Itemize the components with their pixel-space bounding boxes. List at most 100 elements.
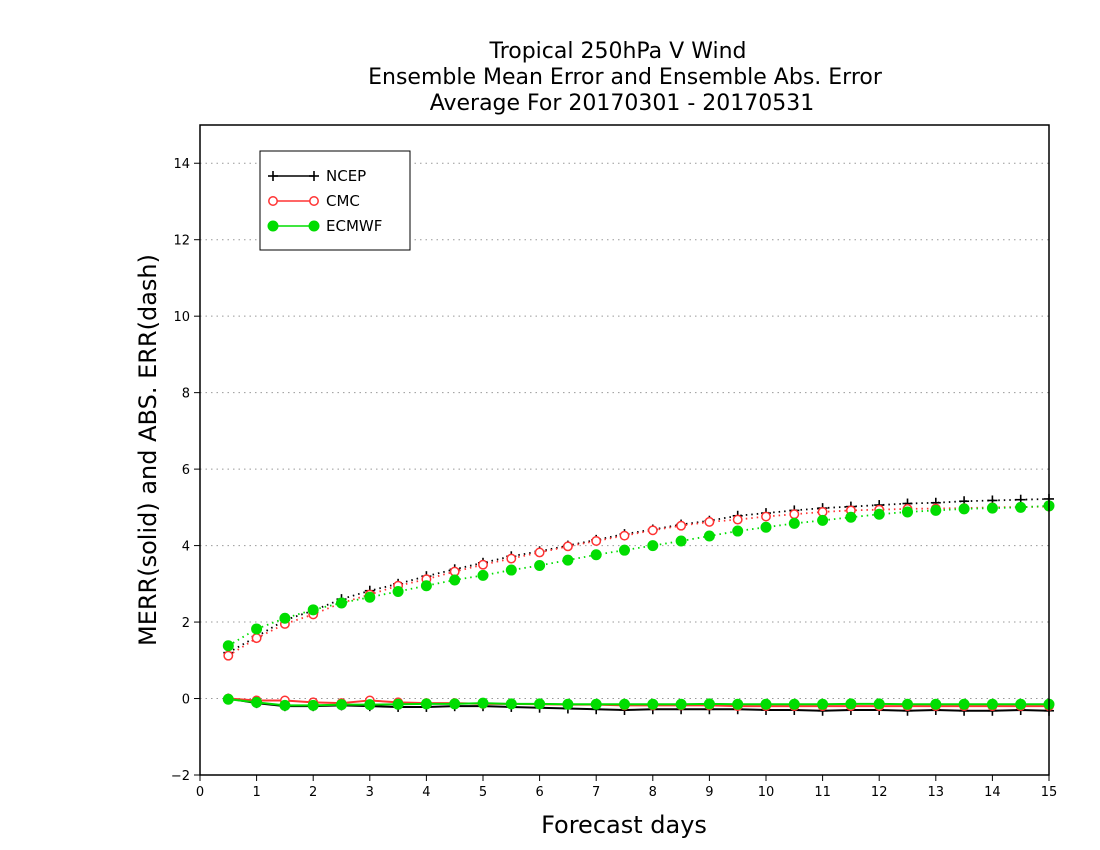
legend-marker-right bbox=[309, 196, 319, 206]
merr-point bbox=[364, 699, 376, 711]
x-tick-label: 6 bbox=[535, 785, 543, 800]
merr-point bbox=[958, 698, 970, 710]
merr-point bbox=[336, 699, 347, 711]
merr-point bbox=[647, 698, 659, 710]
x-tick-label: 12 bbox=[871, 785, 888, 800]
abs-err-point bbox=[506, 553, 517, 564]
abs-err-point bbox=[223, 650, 234, 661]
abs-err-point bbox=[703, 530, 715, 542]
abs-err-point bbox=[420, 580, 432, 592]
legend-marker-left bbox=[268, 196, 278, 206]
x-tick-label: 13 bbox=[928, 785, 945, 800]
legend-label: CMC bbox=[326, 192, 360, 210]
abs-err-point bbox=[534, 547, 545, 558]
abs-err-point bbox=[477, 569, 489, 581]
abs-err-point bbox=[675, 535, 687, 547]
abs-err-point bbox=[789, 509, 800, 520]
abs-err-point bbox=[647, 540, 659, 552]
merr-point bbox=[619, 698, 630, 710]
series-ncep bbox=[223, 493, 1054, 716]
abs-err-point bbox=[619, 544, 630, 556]
abs-err-point bbox=[279, 612, 291, 624]
abs-err-point bbox=[760, 521, 772, 533]
abs-err-point bbox=[902, 506, 913, 518]
x-tick-label: 14 bbox=[984, 785, 1001, 800]
legend: NCEP CMC ECMWF bbox=[259, 150, 411, 251]
title-line-2: Ensemble Mean Error and Ensemble Abs. Er… bbox=[368, 65, 883, 90]
merr-point bbox=[788, 698, 800, 710]
merr-point bbox=[986, 698, 998, 710]
abs-err-point bbox=[845, 511, 857, 523]
legend-label: ECMWF bbox=[326, 217, 382, 235]
y-tick-label: 0 bbox=[182, 693, 190, 708]
merr-point bbox=[534, 698, 546, 710]
y-tick-label: 4 bbox=[182, 540, 190, 555]
abs-err-point bbox=[1015, 501, 1027, 513]
y-tick-label: 8 bbox=[182, 387, 190, 402]
merr-point bbox=[392, 698, 404, 710]
abs-err-point bbox=[364, 591, 376, 603]
legend-label: NCEP bbox=[326, 167, 366, 185]
series bbox=[222, 493, 1055, 716]
chart-title: Tropical 250hPa V Wind Ensemble Mean Err… bbox=[368, 39, 883, 116]
x-tick-label: 4 bbox=[422, 785, 430, 800]
x-tick-label: 8 bbox=[649, 785, 657, 800]
x-tick-label: 10 bbox=[758, 785, 775, 800]
y-axis-label: MERR(solid) and ABS. ERR(dash) bbox=[134, 254, 162, 646]
abs-err-point bbox=[562, 541, 573, 552]
merr-point bbox=[845, 698, 857, 710]
abs-err-point bbox=[478, 559, 488, 570]
abs-err-point bbox=[930, 504, 942, 516]
series-cmc bbox=[223, 501, 1054, 712]
abs-err-point bbox=[591, 536, 602, 546]
abs-err-point bbox=[647, 525, 658, 536]
abs-err-point bbox=[336, 597, 347, 609]
legend-entry-ncep: NCEP bbox=[268, 167, 366, 185]
merr-point bbox=[902, 698, 913, 710]
abs-err-line-ecmwf bbox=[227, 504, 1050, 647]
y-tick-label: 10 bbox=[173, 310, 190, 325]
y-tick-label: 2 bbox=[182, 616, 190, 631]
abs-err-point bbox=[986, 502, 998, 514]
series-ecmwf bbox=[222, 500, 1055, 711]
abs-err-point bbox=[732, 514, 743, 525]
merr-point bbox=[420, 698, 432, 710]
abs-err-point bbox=[251, 623, 263, 635]
merr-point bbox=[817, 698, 829, 710]
abs-err-point bbox=[222, 640, 234, 652]
x-tick-label: 5 bbox=[479, 785, 487, 800]
abs-err-point bbox=[788, 517, 800, 529]
abs-err-point bbox=[958, 503, 970, 515]
x-tick-label: 3 bbox=[366, 785, 374, 800]
abs-err-point bbox=[817, 514, 829, 526]
x-tick-label: 2 bbox=[309, 785, 317, 800]
abs-err-point bbox=[590, 549, 602, 561]
merr-point bbox=[562, 698, 574, 710]
merr-point bbox=[505, 698, 517, 710]
merr-point bbox=[222, 693, 234, 705]
title-line-3: Average For 20170301 - 20170531 bbox=[430, 91, 815, 116]
abs-err-point bbox=[704, 516, 715, 527]
merr-point bbox=[449, 698, 461, 710]
abs-err-point bbox=[562, 554, 574, 566]
merr-point bbox=[590, 698, 602, 710]
abs-err-point bbox=[251, 633, 262, 644]
merr-point bbox=[873, 698, 885, 710]
legend-entry-ecmwf: ECMWF bbox=[267, 217, 382, 235]
abs-err-point bbox=[449, 574, 461, 586]
x-tick-label: 9 bbox=[705, 785, 713, 800]
y-tick-label: 14 bbox=[173, 157, 190, 172]
abs-err-point bbox=[505, 564, 517, 576]
abs-err-point bbox=[307, 604, 319, 616]
abs-err-point bbox=[392, 585, 404, 597]
merr-point bbox=[732, 698, 744, 710]
y-tick-label: 12 bbox=[173, 234, 190, 249]
abs-err-point bbox=[534, 559, 546, 571]
merr-point bbox=[307, 699, 319, 711]
merr-point bbox=[251, 696, 263, 708]
x-tick-label: 15 bbox=[1041, 785, 1058, 800]
abs-err-point bbox=[873, 508, 885, 520]
x-tick-label: 11 bbox=[814, 785, 831, 800]
legend-marker-left bbox=[267, 220, 279, 232]
